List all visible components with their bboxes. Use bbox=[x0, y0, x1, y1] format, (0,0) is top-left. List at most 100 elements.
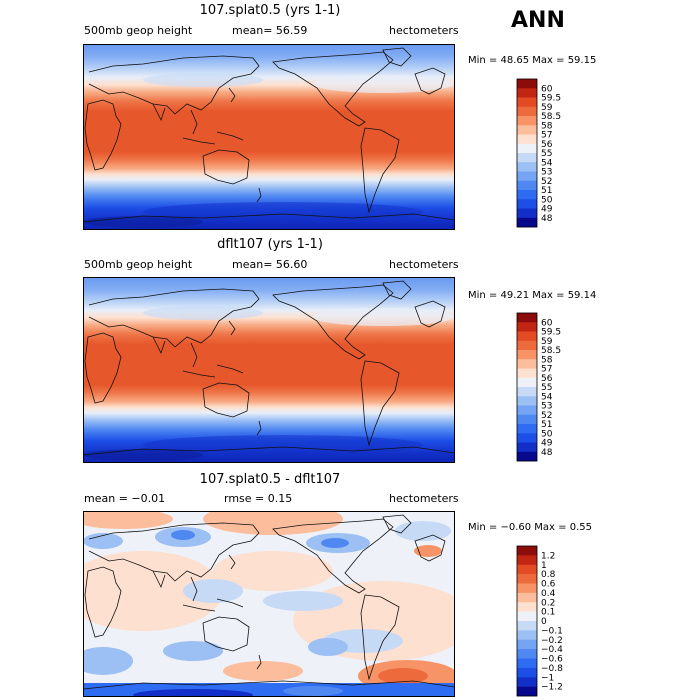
colorbar-tick-label: −0.4 bbox=[541, 645, 563, 655]
panel2-mean: mean= 56.60 bbox=[232, 258, 308, 271]
colorbar-tick-label: 60 bbox=[541, 318, 553, 328]
colorbar-tick-label: 52 bbox=[541, 411, 552, 421]
colorbar-tick-label: 1.2 bbox=[541, 551, 555, 561]
colorbar-tick-label: 57 bbox=[541, 365, 552, 375]
colorbar-tick-label: 59 bbox=[541, 337, 553, 347]
colorbar-swatch bbox=[517, 387, 537, 397]
colorbar-tick-label: 53 bbox=[541, 168, 552, 178]
colorbar-tick-label: 55 bbox=[541, 149, 552, 159]
colorbar-swatch bbox=[517, 340, 537, 351]
colorbar-swatch bbox=[517, 442, 537, 453]
panel1-mean: mean= 56.59 bbox=[232, 24, 308, 37]
colorbar-swatch bbox=[517, 97, 537, 108]
panel2-units: hectometers bbox=[389, 258, 459, 271]
colorbar-swatch bbox=[517, 405, 537, 416]
colorbar-tick-label: 50 bbox=[541, 429, 553, 439]
colorbar-swatch bbox=[517, 583, 537, 594]
colorbar-swatch bbox=[517, 686, 537, 697]
colorbar-swatch bbox=[517, 208, 537, 219]
colorbar-swatch bbox=[517, 667, 537, 678]
colorbar-swatch bbox=[517, 79, 537, 89]
colorbar-tick-label: 51 bbox=[541, 420, 552, 430]
colorbar-swatch bbox=[517, 564, 537, 575]
colorbar-tick-label: 0 bbox=[541, 617, 547, 627]
panel3-mean: mean = −0.01 bbox=[84, 492, 166, 505]
panel2-map bbox=[83, 277, 455, 463]
colorbar-swatch bbox=[517, 433, 537, 443]
colorbar-tick-label: 52 bbox=[541, 177, 552, 187]
colorbar-tick-label: 48 bbox=[541, 448, 553, 458]
colorbar-tick-label: 59.5 bbox=[541, 328, 561, 338]
panel3-title: 107.splat0.5 - dflt107 bbox=[199, 472, 341, 487]
season-label: ANN bbox=[511, 8, 565, 33]
colorbar-swatch bbox=[517, 630, 537, 641]
colorbar-frame bbox=[516, 78, 538, 228]
colorbar-swatch bbox=[517, 649, 537, 659]
colorbar-tick-label: 55 bbox=[541, 383, 552, 393]
panel3-minmax: Min = −0.60 Max = 0.55 bbox=[468, 522, 592, 533]
colorbar-tick-label: 50 bbox=[541, 195, 553, 205]
colorbar-swatch bbox=[517, 414, 537, 425]
colorbar-tick-label: −0.2 bbox=[541, 636, 563, 646]
colorbar-swatch bbox=[517, 396, 537, 406]
colorbar-tick-label: 1 bbox=[541, 561, 547, 571]
colorbar-swatch bbox=[517, 424, 537, 434]
colorbar-tick-label: −0.8 bbox=[541, 664, 563, 674]
colorbar-frame bbox=[516, 545, 538, 697]
colorbar-swatch bbox=[517, 359, 537, 369]
colorbar-swatch bbox=[517, 153, 537, 163]
colorbar-tick-label: 0.2 bbox=[541, 598, 555, 608]
panel3-rmse: rmse = 0.15 bbox=[224, 492, 293, 505]
colorbar-swatch bbox=[517, 199, 537, 209]
colorbar-swatch bbox=[517, 658, 537, 669]
colorbar-tick-label: 58.5 bbox=[541, 346, 561, 356]
colorbar-swatch bbox=[517, 134, 537, 145]
colorbar-swatch bbox=[517, 331, 537, 342]
colorbar-swatch bbox=[517, 171, 537, 182]
panel2-title: dflt107 (yrs 1-1) bbox=[217, 237, 323, 252]
colorbar-swatch bbox=[517, 88, 537, 98]
colorbar-tick-label: 59.5 bbox=[541, 94, 561, 104]
colorbar-tick-label: 0.8 bbox=[541, 570, 556, 580]
colorbar-tick-label: 0.6 bbox=[541, 580, 556, 590]
colorbar-tick-label: 0.1 bbox=[541, 608, 555, 618]
colorbar-swatch bbox=[517, 350, 537, 360]
colorbar-tick-label: 51 bbox=[541, 186, 552, 196]
colorbar-tick-label: −1 bbox=[541, 673, 554, 683]
panel3-map bbox=[83, 511, 455, 697]
colorbar-swatch bbox=[517, 368, 537, 379]
colorbar-swatch bbox=[517, 602, 537, 612]
colorbar-swatch bbox=[517, 451, 537, 462]
colorbar-frame bbox=[516, 312, 538, 462]
colorbar-tick-label: 49 bbox=[541, 439, 553, 449]
colorbar-swatch bbox=[517, 546, 537, 556]
colorbar-tick-label: −0.6 bbox=[541, 655, 563, 665]
colorbar-tick-label: 58 bbox=[541, 121, 553, 131]
colorbar-swatch bbox=[517, 621, 537, 631]
colorbar-swatch bbox=[517, 322, 537, 332]
panel3-colorbar: −1.2−1−0.8−0.6−0.4−0.2−0.100.10.20.40.60… bbox=[516, 545, 563, 697]
colorbar-tick-label: 58.5 bbox=[541, 112, 561, 122]
colorbar-swatch bbox=[517, 611, 537, 622]
colorbar-swatch bbox=[517, 125, 537, 135]
colorbar-tick-label: 56 bbox=[541, 374, 553, 384]
colorbar-swatch bbox=[517, 217, 537, 228]
colorbar-swatch bbox=[517, 677, 537, 687]
colorbar-tick-label: 56 bbox=[541, 140, 553, 150]
colorbar-tick-label: 53 bbox=[541, 402, 552, 412]
colorbar-swatch bbox=[517, 116, 537, 126]
colorbar-tick-label: 0.4 bbox=[541, 589, 556, 599]
panel1-minmax: Min = 48.65 Max = 59.15 bbox=[468, 55, 597, 66]
colorbar-swatch bbox=[517, 106, 537, 117]
panel2-minmax: Min = 49.21 Max = 59.14 bbox=[468, 290, 597, 301]
panel3-units: hectometers bbox=[389, 492, 459, 505]
colorbar-tick-label: 60 bbox=[541, 84, 553, 94]
panel2-variable: 500mb geop height bbox=[84, 258, 193, 271]
colorbar-swatch bbox=[517, 143, 537, 154]
panel1-variable: 500mb geop height bbox=[84, 24, 193, 37]
colorbar-swatch bbox=[517, 180, 537, 191]
colorbar-tick-label: 59 bbox=[541, 103, 553, 113]
colorbar-tick-label: 54 bbox=[541, 158, 553, 168]
